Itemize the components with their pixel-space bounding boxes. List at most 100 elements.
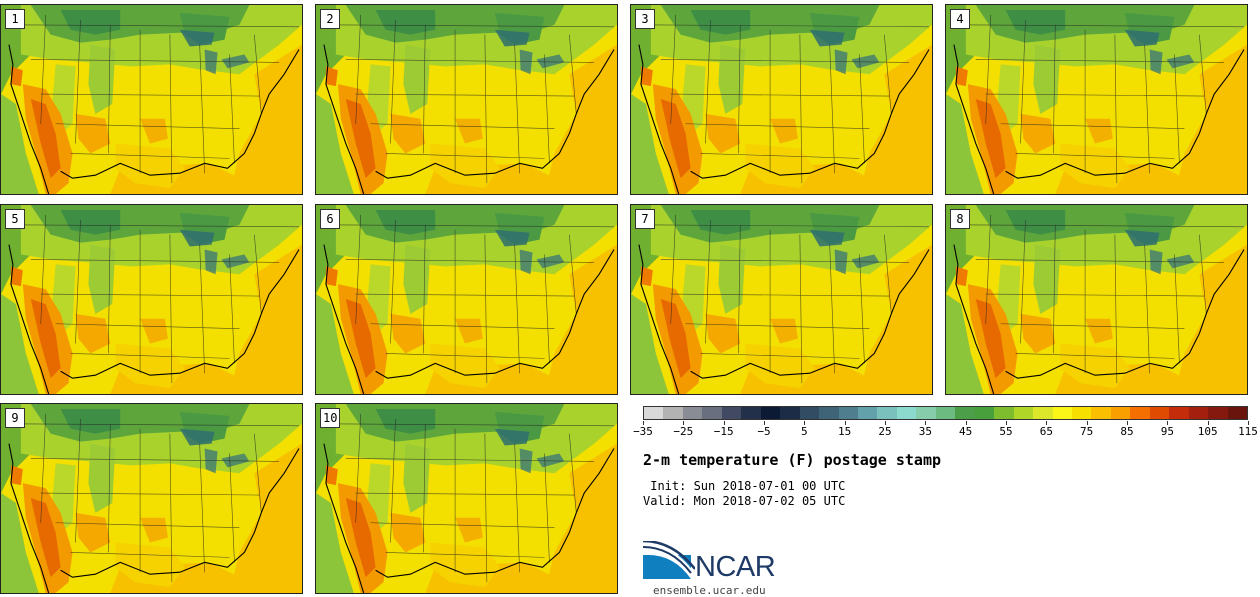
plot-title: 2-m temperature (F) postage stamp bbox=[643, 451, 942, 469]
colorbar-swatch bbox=[955, 407, 975, 419]
stamp-number: 4 bbox=[950, 9, 970, 29]
colorbar-swatch bbox=[1071, 407, 1092, 419]
colorbar-tick-label: 25 bbox=[878, 425, 892, 438]
ncar-swoosh-icon bbox=[643, 541, 695, 579]
colorbar-tick-label: 75 bbox=[1080, 425, 1094, 438]
colorbar-tick-label: −35 bbox=[633, 425, 653, 438]
colorbar-tick-label: −15 bbox=[713, 425, 734, 438]
colorbar-tick-label: 5 bbox=[801, 425, 808, 438]
colorbar-swatch bbox=[721, 407, 742, 419]
stamp-number: 6 bbox=[320, 209, 340, 229]
colorbar-swatch bbox=[819, 407, 839, 419]
colorbar bbox=[643, 406, 1248, 420]
temperature-map bbox=[946, 205, 1247, 394]
colorbar-swatch bbox=[1169, 407, 1189, 419]
colorbar-tickmark bbox=[1207, 421, 1209, 425]
colorbar-tick-label: 35 bbox=[918, 425, 932, 438]
colorbar-swatch bbox=[1013, 407, 1034, 419]
colorbar-swatch bbox=[1188, 407, 1209, 419]
colorbar-tickmark bbox=[1127, 421, 1128, 425]
colorbar-swatch bbox=[994, 407, 1014, 419]
temperature-map bbox=[1, 205, 302, 394]
valid-time: Valid: Mon 2018-07-02 05 UTC bbox=[643, 494, 846, 508]
colorbar-swatch bbox=[974, 407, 995, 419]
colorbar-tick-label: 105 bbox=[1197, 425, 1218, 438]
colorbar-swatch bbox=[780, 407, 800, 419]
temperature-map bbox=[631, 205, 932, 394]
colorbar-tickmark bbox=[965, 421, 967, 425]
stamp-number: 5 bbox=[5, 209, 25, 229]
colorbar-swatch bbox=[1033, 407, 1053, 419]
colorbar-tickmark bbox=[764, 421, 765, 425]
website-text: ensemble.ucar.edu bbox=[653, 584, 766, 597]
colorbar-swatch bbox=[857, 407, 878, 419]
colorbar-tick-label: −5 bbox=[757, 425, 771, 438]
colorbar-swatch bbox=[741, 407, 761, 419]
colorbar-swatch bbox=[644, 407, 664, 419]
colorbar-tickmark bbox=[683, 421, 685, 425]
temperature-map bbox=[316, 5, 617, 194]
stamp-number: 1 bbox=[5, 9, 25, 29]
stamp-number: 8 bbox=[950, 209, 970, 229]
stamp-number: 9 bbox=[5, 408, 25, 428]
colorbar-ticks: −35 −25 −15 −5 5 15 25 35 45 55 65 75 85 95 105 115 bbox=[633, 421, 1258, 441]
colorbar-swatch bbox=[702, 407, 722, 419]
colorbar-tick-label: 45 bbox=[959, 425, 973, 438]
temperature-map bbox=[1, 5, 302, 194]
colorbar-tick-label: 115 bbox=[1238, 425, 1258, 438]
colorbar-swatch bbox=[799, 407, 820, 419]
temperature-map bbox=[1, 404, 302, 593]
logo-text: NCAR bbox=[695, 551, 776, 583]
colorbar-tick-label: −25 bbox=[673, 425, 694, 438]
colorbar-swatch bbox=[838, 407, 858, 419]
colorbar-tickmark bbox=[804, 421, 806, 425]
stamp-panel[interactable]: 3 bbox=[630, 4, 933, 195]
stamp-panel[interactable]: 2 bbox=[315, 4, 618, 195]
colorbar-swatch bbox=[916, 407, 936, 419]
colorbar-swatch bbox=[1110, 407, 1131, 419]
temperature-map bbox=[946, 5, 1247, 194]
stamp-panel[interactable]: 8 bbox=[945, 204, 1248, 395]
temperature-map bbox=[631, 5, 932, 194]
legend-area: −35 −25 −15 −5 5 15 25 35 45 55 65 75 85 95 105 115 2-m… bbox=[630, 403, 1260, 597]
colorbar-swatch bbox=[1227, 407, 1248, 419]
colorbar-swatch bbox=[896, 407, 917, 419]
colorbar-swatch bbox=[1052, 407, 1072, 419]
colorbar-swatch bbox=[1149, 407, 1170, 419]
stamp-number: 10 bbox=[320, 408, 341, 428]
colorbar-swatch bbox=[935, 407, 956, 419]
colorbar-tickmark bbox=[1167, 421, 1169, 425]
colorbar-swatch bbox=[682, 407, 703, 419]
colorbar-tickmark bbox=[1006, 421, 1007, 425]
colorbar-tickmark bbox=[1086, 421, 1088, 425]
colorbar-tickmark bbox=[1046, 421, 1048, 425]
colorbar-tickmark bbox=[643, 421, 644, 425]
colorbar-tickmark bbox=[925, 421, 927, 425]
init-time: Init: Sun 2018-07-01 00 UTC bbox=[643, 479, 846, 493]
colorbar-tick-label: 95 bbox=[1160, 425, 1174, 438]
stamp-number: 7 bbox=[635, 209, 655, 229]
temperature-map bbox=[316, 205, 617, 394]
stamp-panel[interactable]: 5 bbox=[0, 204, 303, 395]
ncar-logo: NCAR bbox=[643, 541, 793, 585]
stamp-panel[interactable]: 9 bbox=[0, 403, 303, 594]
colorbar-tickmark bbox=[1248, 421, 1249, 425]
colorbar-swatch bbox=[663, 407, 683, 419]
colorbar-swatch bbox=[1091, 407, 1111, 419]
stamp-panel[interactable]: 4 bbox=[945, 4, 1248, 195]
colorbar-swatch bbox=[1130, 407, 1150, 419]
stamp-number: 2 bbox=[320, 9, 340, 29]
stamp-number: 3 bbox=[635, 9, 655, 29]
stamp-panel[interactable]: 6 bbox=[315, 204, 618, 395]
colorbar-tick-label: 55 bbox=[999, 425, 1013, 438]
colorbar-swatch bbox=[760, 407, 781, 419]
stamp-panel[interactable]: 7 bbox=[630, 204, 933, 395]
stamp-panel[interactable]: 1 bbox=[0, 4, 303, 195]
temperature-map bbox=[316, 404, 617, 593]
colorbar-swatch bbox=[1208, 407, 1228, 419]
colorbar-tickmark bbox=[885, 421, 886, 425]
colorbar-swatch bbox=[877, 407, 897, 419]
stamp-panel[interactable]: 10 bbox=[315, 403, 618, 594]
colorbar-tickmark bbox=[844, 421, 846, 425]
colorbar-tick-label: 15 bbox=[838, 425, 852, 438]
